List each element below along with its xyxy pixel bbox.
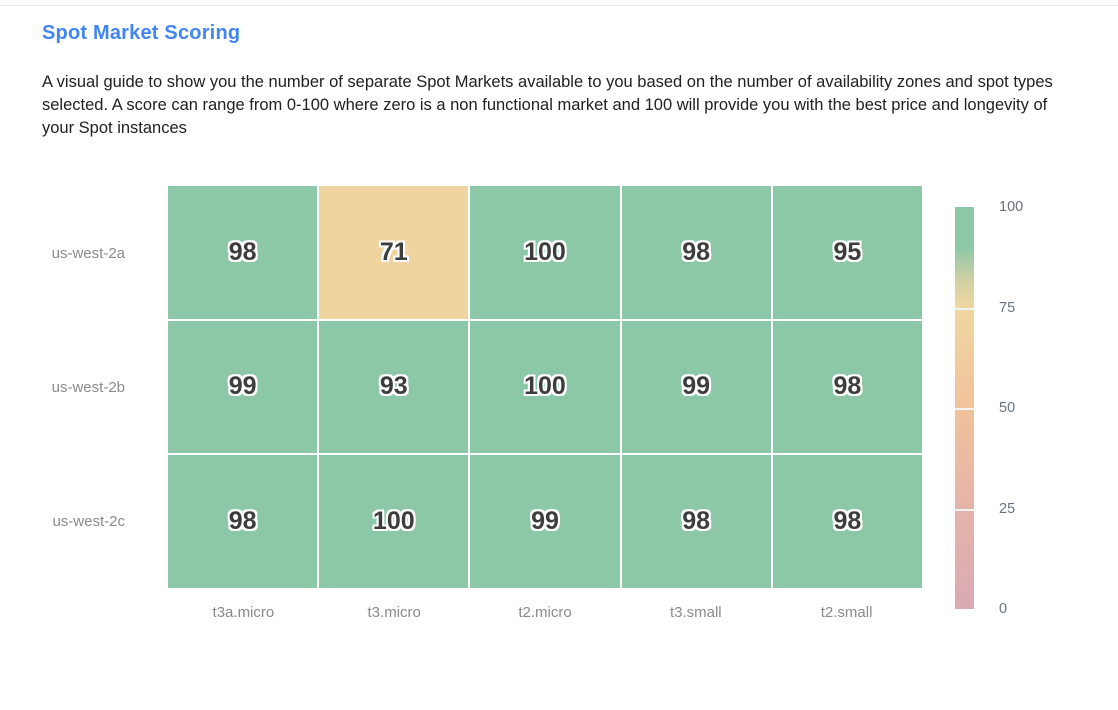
heatmap-cell-value: 98 — [833, 507, 862, 536]
y-axis-label-us-west-2b: us-west-2b — [51, 378, 125, 396]
heatmap-cell-us-west-2c-t2.small[interactable]: 98 — [772, 455, 922, 588]
x-axis-label-t3.small: t3.small — [669, 604, 722, 621]
page-title: Spot Market Scoring — [42, 22, 241, 44]
heatmap-cell-us-west-2a-t2.micro[interactable]: 100 — [470, 186, 620, 319]
heatmap-cell-us-west-2b-t2.micro[interactable]: 100 — [470, 320, 620, 454]
page-description: A visual guide to show you the number of… — [42, 73, 1053, 137]
heatmap-cell-value: 99 — [531, 507, 559, 536]
heatmap-cell-us-west-2a-t2.small[interactable]: 95 — [772, 186, 922, 319]
heatmap-cell-value: 98 — [682, 237, 711, 266]
y-axis-label-us-west-2a: us-west-2a — [51, 244, 125, 262]
colorbar-tick-25: 25 — [999, 500, 1016, 517]
heatmap-cell-us-west-2b-t3a.micro[interactable]: 99 — [168, 320, 318, 454]
colorbar-ticks: 100 75 50 25 0 — [999, 199, 1049, 617]
heatmap-cell-us-west-2b-t2.small[interactable]: 98 — [772, 320, 922, 454]
heatmap-cell-us-west-2c-t2.micro[interactable]: 99 — [470, 455, 620, 588]
heatmap-cell-value: 93 — [379, 372, 408, 401]
heatmap-cell-us-west-2a-t3.micro[interactable]: 71 — [319, 186, 469, 319]
colorbar-tick-100: 100 — [999, 199, 1024, 215]
colorbar-divider-50 — [955, 408, 974, 410]
heatmap-cell-us-west-2a-t3a.micro[interactable]: 98 — [168, 186, 318, 319]
top-divider — [0, 5, 1118, 6]
colorbar-gradient — [955, 207, 974, 609]
heatmap-cell-value: 71 — [379, 237, 408, 266]
heatmap-cell-value: 99 — [682, 372, 711, 401]
y-axis-label-us-west-2c: us-west-2c — [52, 512, 125, 530]
heatmap-cell-us-west-2a-t3.small[interactable]: 98 — [621, 186, 771, 319]
heatmap-cell-us-west-2b-t3.micro[interactable]: 93 — [319, 320, 469, 454]
x-axis-label-t3.micro: t3.micro — [367, 604, 421, 621]
colorbar-divider-25 — [955, 508, 974, 511]
heatmap-cell-us-west-2c-t3.micro[interactable]: 100 — [319, 455, 469, 588]
heatmap-grid: 98 71 100 98 95 99 93 100 99 98 98 100 99 98 98 — [168, 186, 922, 588]
heatmap-cell-value: 100 — [372, 507, 415, 536]
heatmap-cell-value: 98 — [228, 507, 257, 536]
heatmap-y-axis: us-west-2a us-west-2b us-west-2c — [0, 186, 148, 588]
x-axis-label-t2.micro: t2.micro — [518, 604, 572, 621]
x-axis-label-t2.small: t2.small — [820, 604, 873, 621]
heatmap-cell-us-west-2c-t3.small[interactable]: 98 — [621, 455, 771, 588]
heatmap-cell-value: 99 — [228, 372, 257, 401]
colorbar-tick-75: 75 — [999, 299, 1016, 316]
colorbar-tick-50: 50 — [999, 400, 1016, 416]
heatmap-cell-value: 100 — [524, 372, 566, 401]
heatmap-cell-us-west-2c-t3a.micro[interactable]: 98 — [168, 455, 318, 588]
x-axis-label-t3a.micro: t3a.micro — [212, 604, 275, 621]
heatmap-cell-value: 98 — [228, 237, 257, 266]
heatmap-cell-value: 95 — [833, 237, 862, 266]
heatmap-cell-us-west-2b-t3.small[interactable]: 99 — [621, 320, 771, 454]
heatmap-cell-value: 100 — [524, 237, 566, 266]
heatmap-cell-value: 98 — [833, 372, 862, 401]
colorbar-tick-0: 0 — [999, 601, 1008, 617]
heatmap-x-axis: t3a.micro t3.micro t2.micro t3.small t2.smal… — [168, 604, 922, 626]
heatmap-cell-value: 98 — [682, 507, 711, 536]
colorbar-divider-75 — [955, 307, 974, 310]
